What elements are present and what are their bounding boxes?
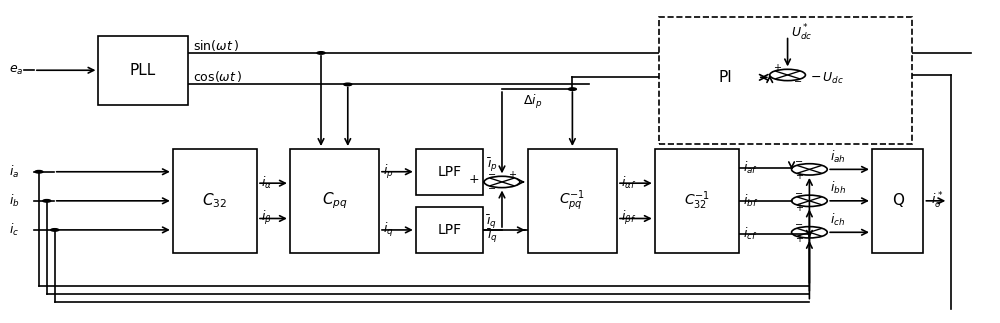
Circle shape (35, 171, 43, 173)
FancyBboxPatch shape (98, 36, 188, 105)
Text: $U_{dc}^*$: $U_{dc}^*$ (791, 22, 812, 43)
FancyBboxPatch shape (528, 149, 617, 253)
Text: PLL: PLL (130, 63, 156, 78)
Text: +: + (795, 171, 803, 181)
Text: $i_{\alpha f}$: $i_{\alpha f}$ (621, 175, 636, 191)
Text: +: + (795, 203, 803, 213)
Circle shape (43, 200, 51, 202)
Text: +: + (469, 172, 479, 186)
Text: $\bar{\imath}_q$: $\bar{\imath}_q$ (487, 227, 498, 245)
Text: $i_{cf}$: $i_{cf}$ (743, 226, 757, 242)
Text: $C_{pq}^{-1}$: $C_{pq}^{-1}$ (559, 189, 585, 213)
Text: −: − (795, 189, 803, 199)
Text: PI: PI (719, 70, 732, 85)
Circle shape (344, 83, 352, 86)
Text: $C_{32}$: $C_{32}$ (202, 192, 227, 210)
Text: −: − (795, 220, 803, 230)
FancyBboxPatch shape (290, 149, 379, 253)
Text: $i_{\beta f}$: $i_{\beta f}$ (621, 210, 636, 227)
Text: LPF: LPF (437, 165, 461, 179)
Text: $i_q$: $i_q$ (383, 221, 394, 239)
Text: $-\,U_{dc}$: $-\,U_{dc}$ (810, 70, 844, 86)
Text: $i_{bh}$: $i_{bh}$ (830, 180, 846, 196)
Text: $\bar{\imath}_q$: $\bar{\imath}_q$ (486, 213, 497, 231)
FancyBboxPatch shape (655, 149, 739, 253)
FancyBboxPatch shape (659, 17, 912, 144)
Text: $i_b$: $i_b$ (9, 193, 20, 209)
Text: $i_a$: $i_a$ (9, 164, 19, 180)
Circle shape (568, 88, 576, 90)
Circle shape (51, 229, 59, 231)
Text: $C_{pq}$: $C_{pq}$ (322, 191, 347, 211)
Text: $e_a$: $e_a$ (9, 64, 24, 77)
FancyBboxPatch shape (416, 207, 483, 253)
FancyBboxPatch shape (173, 149, 257, 253)
FancyBboxPatch shape (872, 149, 923, 253)
Text: $i_{ah}$: $i_{ah}$ (830, 149, 846, 165)
Text: $C_{32}^{-1}$: $C_{32}^{-1}$ (684, 190, 710, 212)
Text: $i_{af}$: $i_{af}$ (743, 160, 758, 176)
Text: $i_p$: $i_p$ (383, 163, 394, 181)
Text: −: − (488, 184, 496, 194)
Text: +: + (795, 234, 803, 244)
Text: $i_{ch}$: $i_{ch}$ (830, 212, 845, 228)
Text: $i_\beta$: $i_\beta$ (261, 210, 272, 227)
Text: +: + (773, 63, 781, 73)
FancyBboxPatch shape (416, 149, 483, 194)
FancyBboxPatch shape (693, 48, 758, 107)
Text: $i_c$: $i_c$ (9, 222, 19, 238)
Text: +: + (508, 170, 516, 180)
Text: −: − (488, 170, 496, 180)
Text: LPF: LPF (437, 223, 461, 237)
Circle shape (317, 52, 325, 54)
Text: $i_{bf}$: $i_{bf}$ (743, 193, 758, 209)
Text: −: − (794, 77, 802, 87)
Text: $i_o^*$: $i_o^*$ (931, 191, 944, 211)
Text: −: − (795, 157, 803, 167)
Text: $\cos(\omega t\,)$: $\cos(\omega t\,)$ (193, 69, 242, 84)
Text: $\Delta i_p$: $\Delta i_p$ (523, 93, 543, 111)
Text: $i_\alpha$: $i_\alpha$ (261, 175, 272, 191)
Text: Q: Q (892, 193, 904, 208)
Text: $\sin(\omega t\,)$: $\sin(\omega t\,)$ (193, 37, 239, 53)
Text: $\bar{\imath}_p$: $\bar{\imath}_p$ (487, 157, 498, 174)
